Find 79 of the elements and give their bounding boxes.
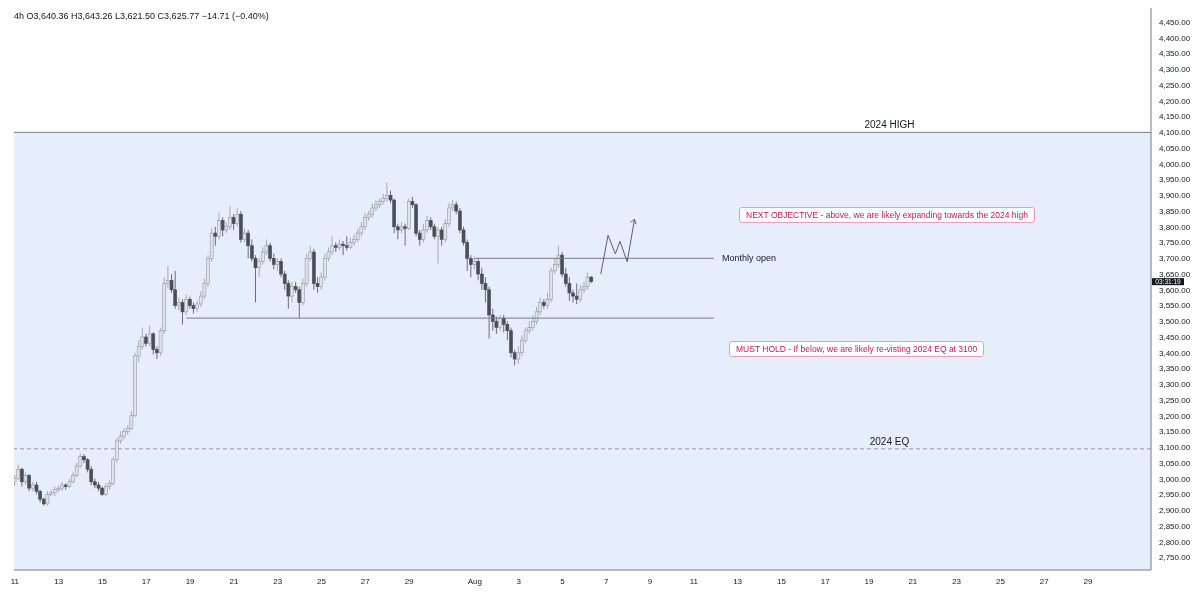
x-tick-label: 25 — [317, 576, 327, 586]
line-series — [600, 218, 637, 275]
x-tick-label: 13 — [54, 576, 64, 586]
ref-line-label: 2024 EQ — [869, 435, 910, 447]
x-tick-label: 11 — [689, 576, 699, 586]
x-tick-label: 17 — [820, 576, 831, 586]
y-tick-label: 3,000.00 — [1159, 474, 1191, 484]
y-tick-label: 3,850.00 — [1159, 206, 1191, 216]
candlestick — [297, 286, 302, 319]
y-tick-label: 3,250.00 — [1159, 395, 1191, 405]
chart-title: 4h O3,640.36 H3,643.26 L3,621.50 C3,625.77 −14.71 (−0.40%) — [14, 11, 269, 21]
y-tick-label: 3,050.00 — [1159, 458, 1191, 468]
y-tick-label: 4,250.00 — [1159, 80, 1191, 90]
y-tick-label: 2,900.00 — [1159, 506, 1191, 516]
x-tick-label: 29 — [1083, 576, 1094, 586]
y-tick-label: 3,200.00 — [1159, 411, 1191, 421]
x-tick-label: 23 — [273, 576, 283, 586]
y-tick-label: 3,400.00 — [1159, 348, 1191, 358]
candlestick — [290, 281, 294, 303]
y-tick-label: 2,800.00 — [1159, 537, 1191, 547]
y-tick-label: 4,450.00 — [1159, 18, 1191, 28]
y-tick-label: 3,650.00 — [1159, 269, 1191, 279]
candlestick — [184, 294, 188, 316]
candlestick — [213, 226, 218, 247]
y-tick-label: 3,950.00 — [1159, 175, 1191, 185]
y-tick-label: 3,550.00 — [1159, 301, 1191, 311]
y-tick-label: 4,200.00 — [1159, 96, 1191, 106]
x-tick-label: 27 — [360, 576, 371, 586]
y-tick-label: 3,150.00 — [1159, 427, 1191, 437]
y-tick-label: 3,450.00 — [1159, 332, 1191, 342]
x-tick-label: 19 — [185, 576, 196, 586]
y-tick-label: 2,850.00 — [1159, 521, 1191, 531]
candlestick — [173, 270, 177, 310]
x-tick-label: Aug — [467, 576, 482, 586]
x-tick-label: 5 — [560, 576, 566, 586]
x-tick-label: 17 — [141, 576, 152, 586]
x-tick-label: 19 — [864, 576, 875, 586]
candlestick — [122, 427, 126, 440]
x-tick-label: 15 — [98, 576, 108, 586]
y-tick-label: 3,300.00 — [1159, 380, 1191, 390]
annotation: MUST HOLD - If below, we are likely re-visting 2024 EQ at 3100 — [729, 341, 985, 357]
y-tick-label: 4,300.00 — [1159, 65, 1191, 75]
x-tick-label: 29 — [404, 576, 415, 586]
x-tick-label: 9 — [647, 576, 653, 586]
y-tick-label: 4,050.00 — [1159, 143, 1191, 153]
ref-line-label: 2024 HIGH — [864, 119, 915, 131]
y-tick-label: 4,000.00 — [1159, 159, 1191, 169]
candlestick — [275, 257, 280, 272]
y-tick-label: 3,100.00 — [1159, 443, 1191, 453]
annotation: NEXT OBJECTIVE - above, we are likely expanding towards the 2024 high — [739, 207, 1035, 223]
x-tick-label: 11 — [10, 576, 20, 586]
y-tick-label: 2,750.00 — [1159, 553, 1191, 563]
x-tick-label: 7 — [604, 576, 609, 586]
y-tick-label: 3,600.00 — [1159, 285, 1191, 295]
y-tick-label: 2,950.00 — [1159, 490, 1191, 500]
series-label: Monthly open — [721, 253, 776, 264]
candlestick — [439, 226, 444, 247]
y-tick-label: 3,700.00 — [1159, 254, 1191, 264]
y-tick-label: 4,100.00 — [1159, 128, 1191, 138]
candlestick — [217, 212, 221, 240]
x-tick-label: 15 — [776, 576, 787, 586]
x-tick-label: 13 — [733, 576, 743, 586]
y-tick-label: 3,500.00 — [1159, 317, 1191, 327]
candlestick — [151, 331, 156, 355]
x-tick-label: 21 — [229, 576, 239, 586]
x-tick-label: 21 — [908, 576, 918, 586]
y-tick-label: 4,350.00 — [1159, 49, 1191, 59]
y-tick-label: 3,750.00 — [1159, 238, 1191, 248]
x-tick-label: 25 — [995, 576, 1006, 586]
y-tick-label: 4,400.00 — [1159, 33, 1191, 43]
y-tick-label: 3,900.00 — [1159, 191, 1191, 201]
x-tick-label: 23 — [952, 576, 962, 586]
candlestick — [235, 207, 240, 228]
y-tick-label: 3,350.00 — [1159, 364, 1191, 374]
x-tick-label: 3 — [516, 576, 522, 586]
y-tick-label: 4,150.00 — [1159, 112, 1191, 122]
x-tick-label: 27 — [1039, 576, 1050, 586]
y-tick-label: 3,800.00 — [1159, 222, 1191, 232]
candlestick — [436, 226, 440, 265]
